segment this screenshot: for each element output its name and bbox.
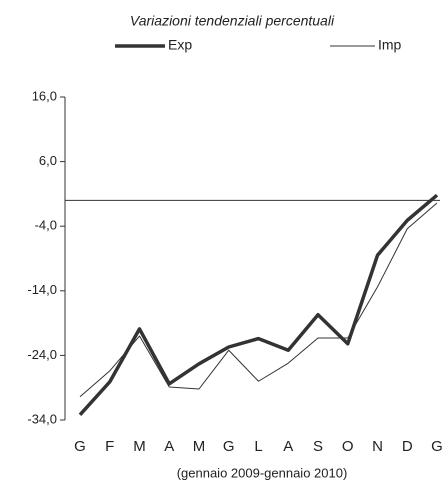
data-line <box>79 202 438 398</box>
x-tick-label: M <box>133 438 146 455</box>
chart-title: Variazioni tendenziali percentuali <box>130 13 335 29</box>
x-tick-label: D <box>402 438 413 455</box>
data-line <box>78 193 439 417</box>
legend-label: Imp <box>378 37 402 53</box>
x-tick-label: M <box>193 438 206 455</box>
x-tick-label: G <box>431 438 443 455</box>
x-tick-label: N <box>372 438 383 455</box>
y-tick-label: -24,0 <box>27 347 57 362</box>
x-tick-label: S <box>313 438 323 455</box>
x-tick-label: A <box>283 438 293 455</box>
y-tick-label: 6,0 <box>39 153 57 168</box>
x-tick-label: G <box>74 438 86 455</box>
y-tick-label: 16,0 <box>32 88 57 103</box>
x-tick-label: A <box>164 438 174 455</box>
y-tick-label: -34,0 <box>27 411 57 426</box>
y-tick-label: -14,0 <box>27 282 57 297</box>
legend-label: Exp <box>168 37 192 53</box>
x-axis-label: (gennaio 2009-gennaio 2010) <box>177 465 348 480</box>
x-tick-label: F <box>105 438 114 455</box>
x-tick-label: O <box>342 438 354 455</box>
x-tick-label: L <box>254 438 262 455</box>
x-tick-label: G <box>223 438 235 455</box>
y-tick-label: -4,0 <box>35 218 57 233</box>
